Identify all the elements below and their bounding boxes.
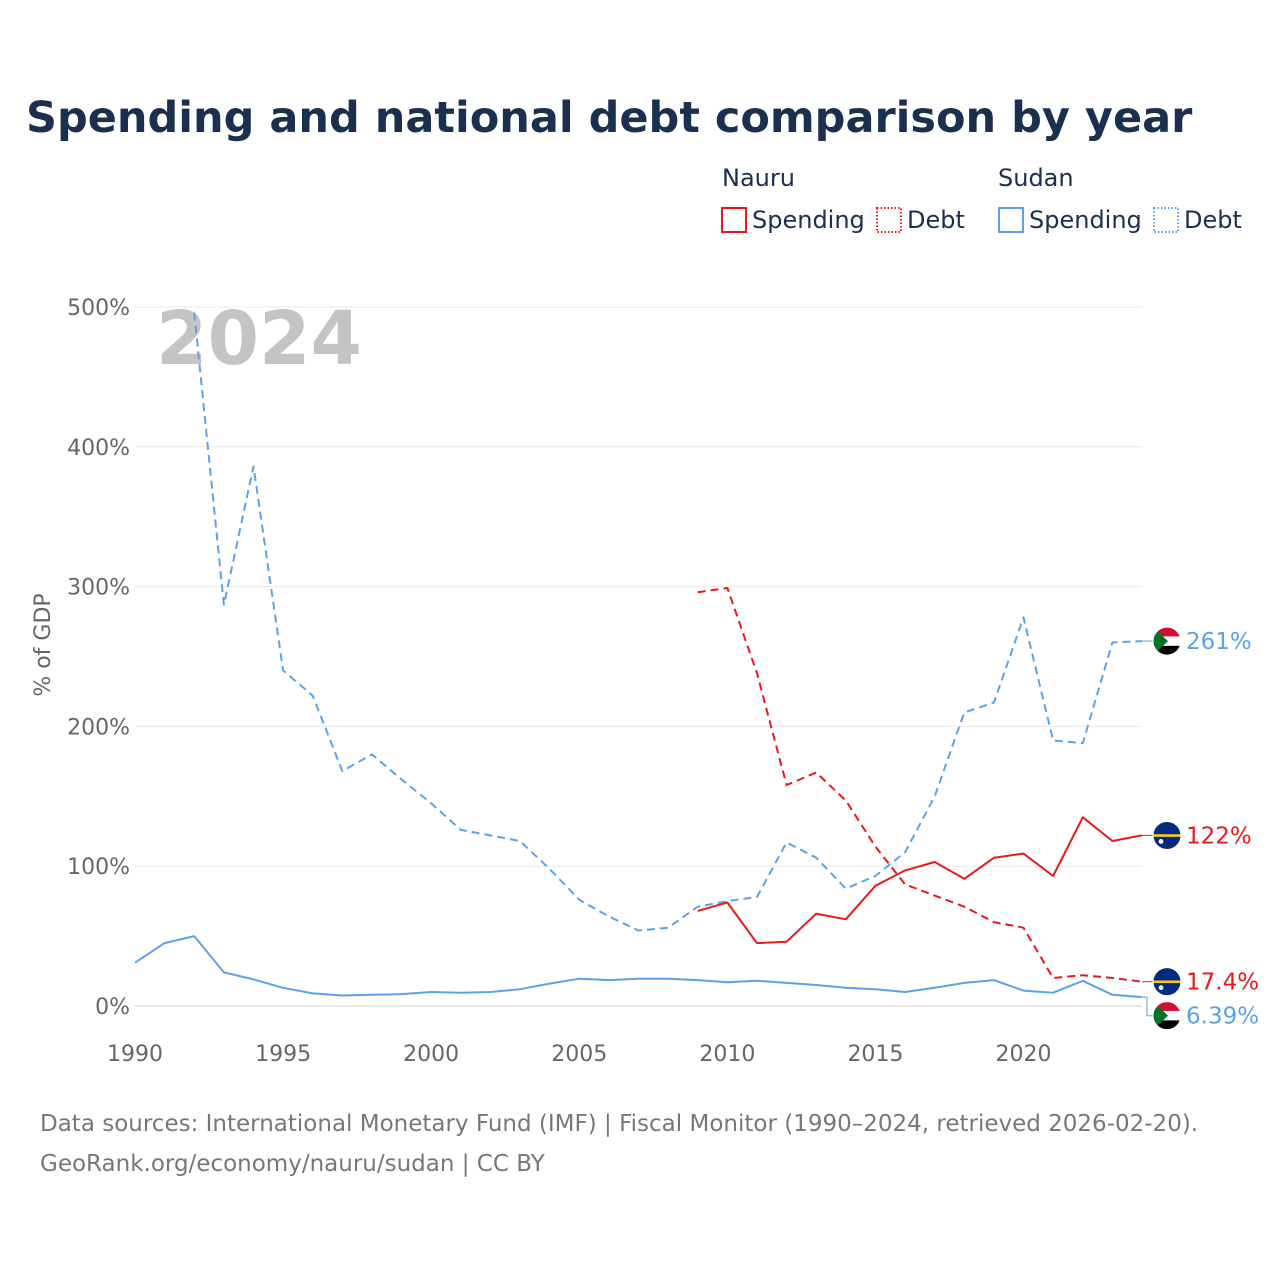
legend-group-sudan: Sudan [998, 164, 1074, 192]
leader-line-sudan-spending [1142, 996, 1153, 1017]
y-tick-label: 500% [67, 296, 130, 321]
series-line-nauru-debt [697, 587, 1143, 983]
x-tick-label: 1995 [255, 1042, 311, 1067]
legend: Nauru Spending Debt Sudan Spending Debt [721, 164, 1242, 234]
x-tick-label: 2000 [403, 1042, 459, 1067]
legend-swatch-sudan-spending [998, 207, 1024, 233]
y-axis-label: % of GDP [31, 593, 56, 696]
series-line-sudan-spending [134, 935, 1143, 999]
year-watermark: 2024 [156, 296, 362, 382]
gridlines [135, 306, 1142, 1007]
x-tick-label: 2010 [699, 1042, 755, 1067]
sudan-flag-icon [1152, 1001, 1182, 1031]
x-tick-label: 2015 [847, 1042, 903, 1067]
legend-group-nauru: Nauru [722, 164, 795, 192]
source-line-1: Data sources: International Monetary Fun… [40, 1111, 1198, 1137]
x-axis: 1990 1995 2000 2005 2010 2015 2020 [107, 1042, 1052, 1067]
series-line-sudan-debt [193, 312, 1143, 932]
y-tick-label: 100% [67, 855, 130, 880]
legend-swatch-sudan-debt [1153, 207, 1179, 233]
x-tick-label: 2020 [996, 1042, 1052, 1067]
y-tick-label: 300% [67, 576, 130, 601]
chart-title: Spending and national debt comparison by… [26, 93, 1193, 143]
legend-label-sudan-debt: Debt [1184, 206, 1242, 234]
y-tick-label: 0% [95, 995, 130, 1020]
series-line-nauru-spending [697, 816, 1143, 945]
end-labels: 261% 122% 17.4% 6.39% [1142, 626, 1259, 1031]
sudan-flag-icon [1152, 626, 1182, 656]
x-tick-label: 2005 [551, 1042, 607, 1067]
series-lines [134, 312, 1143, 999]
nauru-flag-icon [1152, 820, 1182, 850]
legend-label-nauru-debt: Debt [907, 206, 965, 234]
end-label-nauru-spending: 122% [1186, 823, 1252, 849]
y-axis: 0% 100% 200% 300% 400% 500% [67, 296, 130, 1020]
y-tick-label: 400% [67, 436, 130, 461]
nauru-flag-icon [1152, 967, 1182, 997]
legend-swatch-nauru-spending [721, 207, 747, 233]
legend-label-nauru-spending: Spending [752, 206, 865, 234]
legend-swatch-nauru-debt [876, 207, 902, 233]
x-tick-label: 1990 [107, 1042, 163, 1067]
end-label-sudan-spending: 6.39% [1186, 1004, 1259, 1030]
legend-label-sudan-spending: Spending [1029, 206, 1142, 234]
end-label-nauru-debt: 17.4% [1186, 970, 1259, 996]
y-tick-label: 200% [67, 715, 130, 740]
source-line-2: GeoRank.org/economy/nauru/sudan | CC BY [40, 1151, 546, 1177]
end-label-sudan-debt: 261% [1186, 629, 1252, 655]
